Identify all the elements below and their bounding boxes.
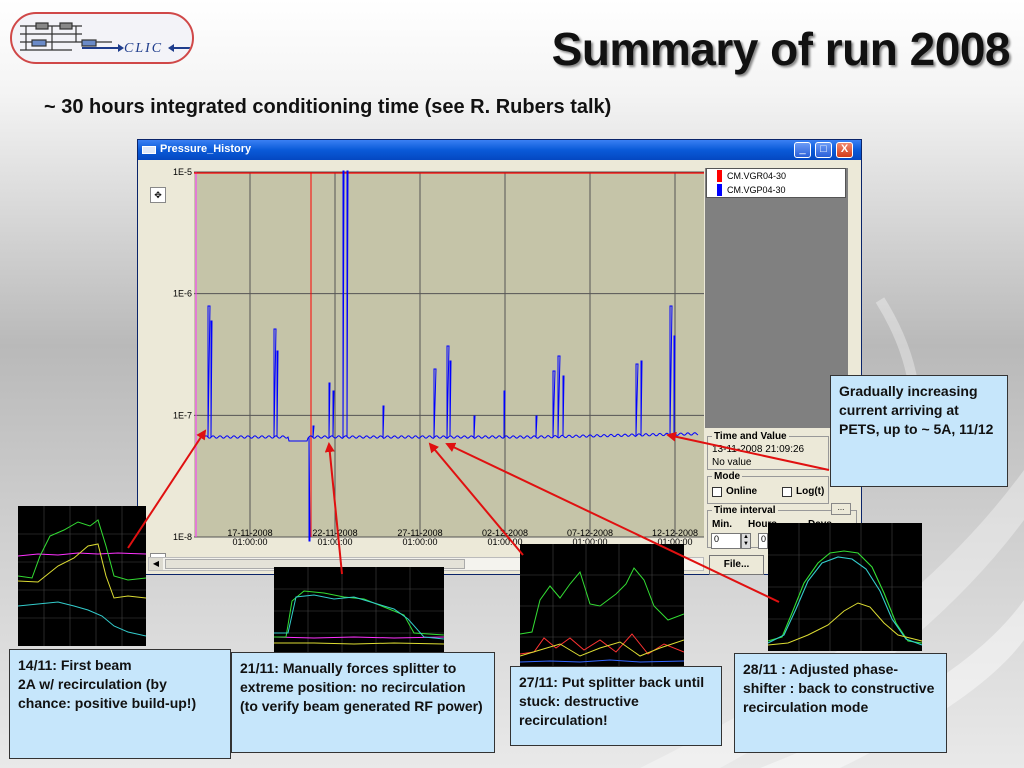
legend-swatch-red <box>717 170 722 182</box>
callout-splitter-back-text: 27/11: Put splitter back until stuck: de… <box>519 674 705 728</box>
mode-group: Mode Online Log(t) <box>707 471 829 504</box>
callout-gradual-current: Gradually increasing current arriving at… <box>830 375 1008 487</box>
legend: CM.VGR04-30 CM.VGP04-30 <box>706 168 846 198</box>
logo-text: CLIC <box>124 41 164 56</box>
pressure-chart[interactable]: 1E-5 1E-6 1E-7 1E-8 17-11-2008 01:00:00 22-11-… <box>138 161 704 569</box>
callout-splitter-forced: 21/11: Manually forces splitter to extre… <box>231 652 495 753</box>
zoom-y-top-icon[interactable]: ✥ <box>150 187 166 203</box>
min-spinner-icon[interactable]: ▲ ▼ <box>741 533 751 549</box>
callout-first-beam: 14/11: First beam 2A w/ recirculation (b… <box>9 649 231 759</box>
time-value-group: Time and Value 13-11-2008 21:09:26 No va… <box>707 431 829 470</box>
mode-title: Mode <box>712 471 743 482</box>
slide-title: Summary of run 2008 <box>551 23 1011 75</box>
file-button[interactable]: File... <box>709 555 764 575</box>
scope-first-beam <box>18 506 146 646</box>
legend-item-vgp[interactable]: CM.VGP04-30 <box>707 183 845 197</box>
legend-panel: CM.VGR04-30 CM.VGP04-30 <box>705 168 848 428</box>
pressure-history-window: Pressure_History _ □ X 1E-5 1E-6 1E-7 1E-8 1… <box>137 139 862 575</box>
time-interval-more-button[interactable]: ... <box>831 503 851 515</box>
legend-label: CM.VGR04-30 <box>727 171 787 181</box>
scope-splitter-forced <box>274 567 444 655</box>
online-label: Online <box>726 486 758 497</box>
callout-phase-shifter-text: 28/11 : Adjusted phase-shifter : back to… <box>743 661 935 715</box>
callout-splitter-back: 27/11: Put splitter back until stuck: de… <box>510 666 722 746</box>
log-label: Log(t) <box>796 486 825 497</box>
callout-first-beam-text: 14/11: First beam 2A w/ recirculation (b… <box>18 657 197 711</box>
scope-splitter-forced-plot <box>274 567 444 655</box>
x-tick-label: 01:00:00 <box>317 537 352 547</box>
series-vgp-line <box>201 170 699 542</box>
time-interval-title: Time interval <box>712 505 778 516</box>
scope-splitter-back-plot <box>520 544 684 668</box>
y-tick-label: 1E-6 <box>173 289 192 299</box>
x-tick-label: 27-11-2008 <box>397 528 442 538</box>
minimize-button[interactable]: _ <box>794 142 811 158</box>
y-tick-label: 1E-8 <box>173 532 192 542</box>
callout-gradual-current-text: Gradually increasing current arriving at… <box>839 383 994 437</box>
pressure-chart-svg: 1E-51E-61E-71E-8 17-11-200801:00:0022-11-… <box>173 167 704 547</box>
log-checkbox[interactable] <box>782 486 792 497</box>
maximize-button[interactable]: □ <box>815 142 832 158</box>
x-tick-label: 01:00:00 <box>402 537 437 547</box>
time-value-title: Time and Value <box>712 431 789 442</box>
x-tick-label: 01:00:00 <box>232 537 267 547</box>
min-input[interactable]: 0 <box>711 533 741 549</box>
window-titlebar[interactable]: Pressure_History _ □ X <box>138 140 861 160</box>
clic-logo: CLIC <box>10 12 194 64</box>
online-checkbox[interactable] <box>712 486 722 497</box>
scope-phase-shifter-plot <box>768 523 922 651</box>
close-button[interactable]: X <box>836 142 853 158</box>
hours-input[interactable]: 0 <box>758 533 768 549</box>
time-value-value: No value <box>712 457 752 468</box>
slide-subtitle: ~ 30 hours integrated conditioning time … <box>44 96 612 118</box>
legend-item-vgr[interactable]: CM.VGR04-30 <box>707 169 845 183</box>
scope-phase-shifter <box>768 523 922 651</box>
scroll-left-icon[interactable]: ◀ <box>149 558 163 570</box>
time-value-timestamp: 13-11-2008 21:09:26 <box>712 444 805 455</box>
x-tick-label: 01:00:00 <box>487 537 522 547</box>
y-tick-label: 1E-7 <box>173 410 192 420</box>
y-tick-label: 1E-5 <box>173 167 192 177</box>
min-label: Min. <box>712 519 732 530</box>
window-title: Pressure_History <box>160 143 252 155</box>
legend-swatch-blue <box>717 184 722 196</box>
accelerator-logo-icon <box>20 22 190 52</box>
legend-label: CM.VGP04-30 <box>727 185 786 195</box>
window-icon <box>142 146 156 154</box>
callout-phase-shifter: 28/11 : Adjusted phase-shifter : back to… <box>734 653 947 753</box>
scope-first-beam-plot <box>18 506 146 646</box>
callout-splitter-forced-text: 21/11: Manually forces splitter to extre… <box>240 660 483 714</box>
x-tick-label: 17-11-2008 <box>227 528 272 538</box>
scope-splitter-back <box>520 544 684 668</box>
